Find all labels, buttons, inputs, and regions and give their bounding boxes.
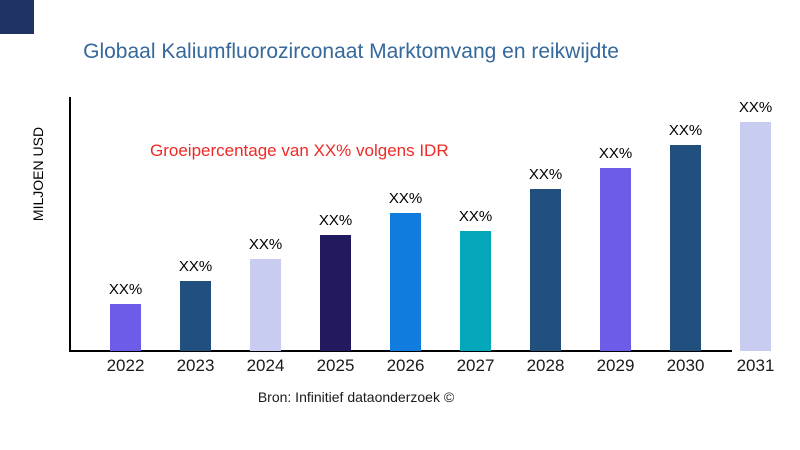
bar-value-label-2023: XX% [178, 258, 213, 275]
x-tick-label-2030: 2030 [666, 356, 705, 375]
bar-value-label-2022: XX% [108, 281, 143, 298]
x-tick-label-2031: 2031 [736, 356, 775, 375]
chart-title: Globaal Kaliumfluorozirconaat Marktomvan… [83, 40, 619, 63]
bar-value-label-2028: XX% [528, 166, 563, 183]
bar-2029 [600, 168, 631, 351]
bar-2031 [740, 122, 771, 351]
x-tick-label-2023: 2023 [176, 356, 215, 375]
bar-2026 [390, 213, 421, 351]
x-tick-label-2024: 2024 [246, 356, 285, 375]
bar-value-label-2025: XX% [318, 212, 353, 229]
y-axis-label: MILJOEN USD [30, 126, 46, 222]
x-tick-label-2026: 2026 [386, 356, 425, 375]
bar-value-label-2027: XX% [458, 208, 493, 225]
x-tick-label-2029: 2029 [596, 356, 635, 375]
bar-2030 [670, 145, 701, 351]
x-tick-label-2027: 2027 [456, 356, 495, 375]
bar-2028 [530, 189, 561, 351]
x-tick-label-2025: 2025 [316, 356, 355, 375]
bar-2025 [320, 235, 351, 351]
growth-rate-annotation: Groeipercentage van XX% volgens IDR [150, 141, 449, 160]
x-tick-label-2022: 2022 [106, 356, 145, 375]
x-axis-line [69, 350, 732, 352]
bar-value-label-2024: XX% [248, 236, 283, 253]
y-axis-line [69, 97, 71, 352]
source-caption: Bron: Infinitief dataonderzoek © [257, 389, 455, 405]
logo-square [0, 0, 34, 34]
bar-value-label-2029: XX% [598, 145, 633, 162]
bar-value-label-2026: XX% [388, 190, 423, 207]
bar-2022 [110, 304, 141, 351]
bar-2023 [180, 281, 211, 351]
bar-value-label-2031: XX% [738, 99, 773, 116]
bar-2024 [250, 259, 281, 351]
x-tick-label-2028: 2028 [526, 356, 565, 375]
bar-2027 [460, 231, 491, 351]
bar-value-label-2030: XX% [668, 122, 703, 139]
